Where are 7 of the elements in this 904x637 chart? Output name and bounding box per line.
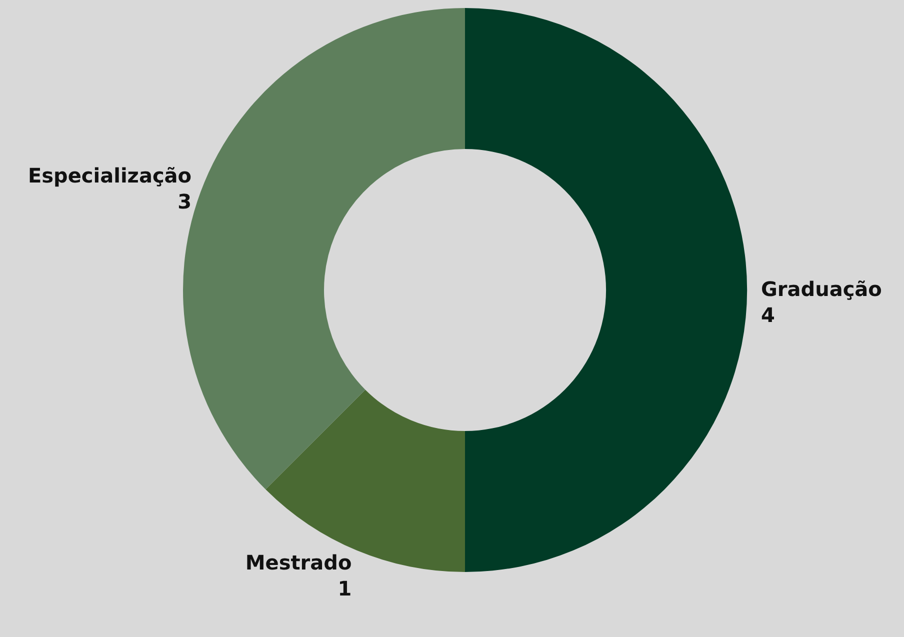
data-label: 3 [178,190,192,214]
slice-label: Mestrado [245,550,352,574]
data-label: 4 [761,303,775,327]
slice-label: Graduação [761,277,882,301]
slice-label: Especialização [28,164,192,188]
donut-slice [465,8,746,572]
data-label: 1 [338,576,352,600]
